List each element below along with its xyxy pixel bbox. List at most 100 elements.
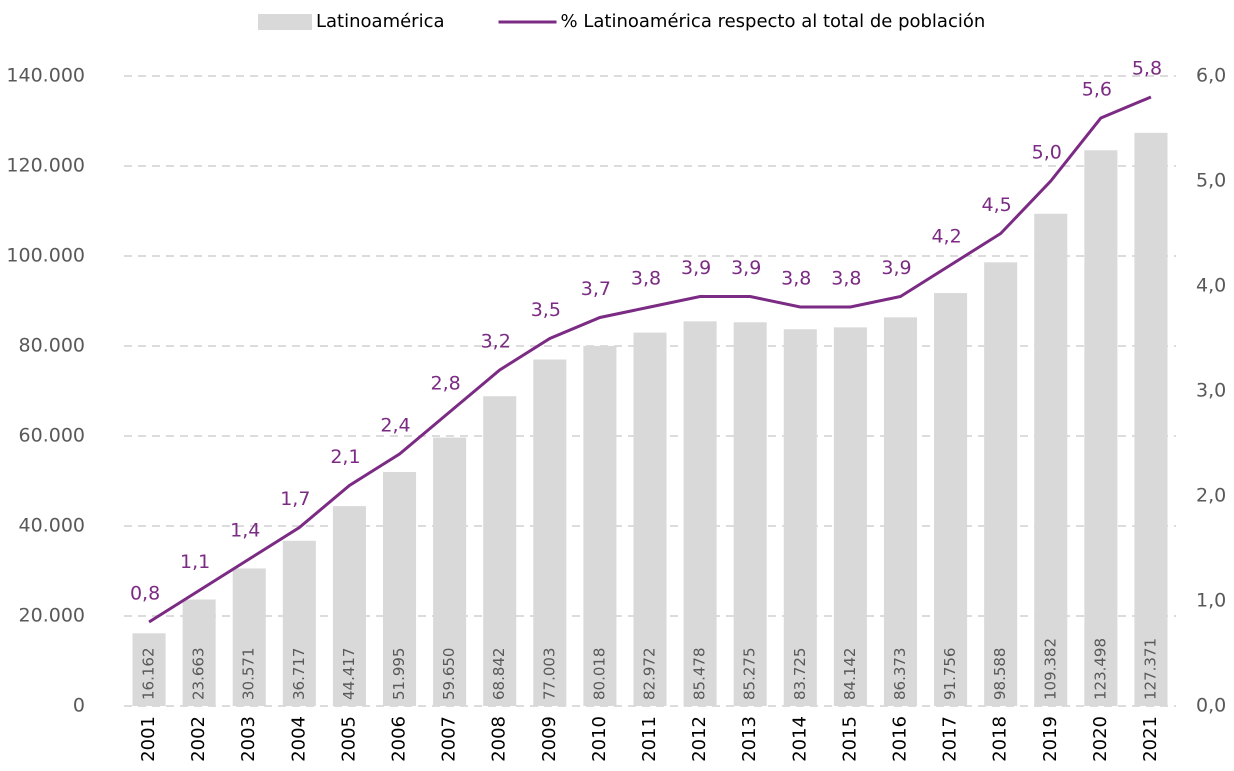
bar	[883, 317, 918, 706]
line-value-label: 5,8	[1132, 58, 1162, 80]
y2-tick-label: 4,0	[1196, 275, 1226, 297]
bar-value-label: 86.373	[891, 648, 909, 701]
y2-tick-label: 5,0	[1196, 170, 1226, 192]
bar	[733, 322, 767, 706]
bar	[934, 293, 968, 706]
line	[148, 95, 1152, 624]
line-value-label: 1,7	[280, 488, 310, 510]
y2-tick-label: 3,0	[1196, 380, 1226, 402]
y-tick-label: 40.000	[19, 515, 85, 537]
line-value-label: 4,2	[931, 226, 961, 248]
y2-tick-label: 6,0	[1196, 65, 1226, 87]
bar	[483, 396, 517, 706]
bar-value-label: 23.663	[190, 648, 208, 701]
bar-value-label: 30.571	[240, 648, 258, 701]
bar-value-label: 85.478	[691, 648, 709, 701]
line-value-label: 5,0	[1032, 142, 1062, 164]
x-tick-label: 2007	[439, 716, 460, 762]
legend-label: % Latinoamérica respecto al total de pob…	[561, 11, 986, 32]
x-tick-label: 2005	[338, 716, 359, 762]
bar-value-label: 51.995	[390, 648, 408, 701]
bar-value-label: 80.018	[590, 648, 608, 701]
x-tick-label: 2003	[238, 716, 259, 762]
line-value-label: 3,9	[881, 257, 911, 279]
legend-swatch	[258, 14, 312, 30]
x-tick-label: 2011	[639, 716, 660, 762]
x-tick-label: 2009	[539, 716, 560, 762]
x-tick-label: 2018	[990, 716, 1011, 762]
bar	[1034, 213, 1068, 706]
bar	[533, 359, 567, 706]
line-value-label: 2,1	[330, 446, 360, 468]
bar	[683, 321, 717, 706]
x-tick-label: 2013	[739, 716, 760, 762]
y-tick-label: 80.000	[19, 335, 85, 357]
bar-value-label: 77.003	[540, 648, 558, 701]
bar	[182, 599, 216, 706]
line-value-label: 1,1	[180, 551, 210, 573]
legend-label: Latinoamérica	[316, 11, 445, 32]
x-tick-label: 2015	[839, 716, 860, 762]
line-value-label: 2,4	[380, 415, 410, 437]
y2-tick-label: 2,0	[1196, 485, 1226, 507]
y-tick-label: 140.000	[6, 65, 85, 87]
line-value-label: 5,6	[1082, 79, 1112, 101]
bar	[232, 568, 266, 706]
y2-tick-label: 1,0	[1196, 590, 1226, 612]
bar	[1134, 132, 1168, 706]
x-tick-label: 2001	[138, 716, 159, 762]
bar	[282, 540, 316, 706]
bar-value-label: 59.650	[440, 648, 458, 701]
y-tick-label: 20.000	[19, 605, 85, 627]
y-tick-label: 60.000	[19, 425, 85, 447]
x-tick-label: 2010	[589, 716, 610, 762]
line-value-label: 3,5	[531, 299, 561, 321]
x-tick-label: 2019	[1040, 716, 1061, 762]
x-tick-label: 2021	[1140, 716, 1161, 762]
line-value-label: 3,8	[831, 268, 861, 290]
line-value-label: 0,8	[130, 583, 160, 605]
line-value-label: 1,4	[230, 520, 260, 542]
bar	[332, 506, 366, 706]
x-tick-label: 2002	[188, 716, 209, 762]
line-value-label: 3,8	[631, 268, 661, 290]
line-value-label: 3,2	[481, 331, 511, 353]
line-value-label: 3,9	[731, 257, 761, 279]
bar-value-label: 123.498	[1091, 638, 1109, 700]
line-value-label: 4,5	[982, 194, 1012, 216]
x-tick-label: 2008	[489, 716, 510, 762]
bar-value-label: 127.371	[1141, 638, 1159, 700]
bar	[382, 472, 417, 706]
bar	[984, 262, 1018, 706]
bar-value-label: 44.417	[340, 648, 358, 701]
y-tick-label: 120.000	[6, 155, 85, 177]
x-tick-label: 2014	[789, 716, 810, 762]
bar-value-label: 83.725	[791, 648, 809, 701]
bar	[583, 345, 617, 706]
y-tick-label: 0	[73, 695, 85, 717]
bar-value-label: 91.756	[941, 648, 959, 701]
bar-value-label: 98.588	[991, 647, 1009, 700]
line-value-label: 3,8	[781, 268, 811, 290]
bar-value-label: 85.275	[741, 648, 759, 701]
bar	[1084, 150, 1118, 706]
bar	[433, 437, 467, 706]
x-tick-label: 2006	[389, 716, 410, 762]
line-value-label: 3,7	[581, 278, 611, 300]
x-tick-label: 2004	[288, 716, 309, 762]
bar-value-label: 82.972	[641, 648, 659, 701]
bar-value-label: 36.717	[290, 648, 308, 701]
bar-value-label: 68.842	[490, 648, 508, 701]
line-value-label: 2,8	[431, 373, 461, 395]
bar	[783, 329, 817, 706]
bar-value-label: 16.162	[140, 648, 158, 701]
bar-value-label: 84.142	[841, 648, 859, 701]
bar-value-label: 109.382	[1041, 638, 1059, 700]
bar	[833, 327, 867, 706]
bar	[633, 332, 667, 706]
x-tick-label: 2012	[689, 716, 710, 762]
bar	[132, 633, 166, 706]
y-tick-label: 100.000	[6, 245, 85, 267]
y2-tick-label: 0,0	[1196, 695, 1226, 717]
